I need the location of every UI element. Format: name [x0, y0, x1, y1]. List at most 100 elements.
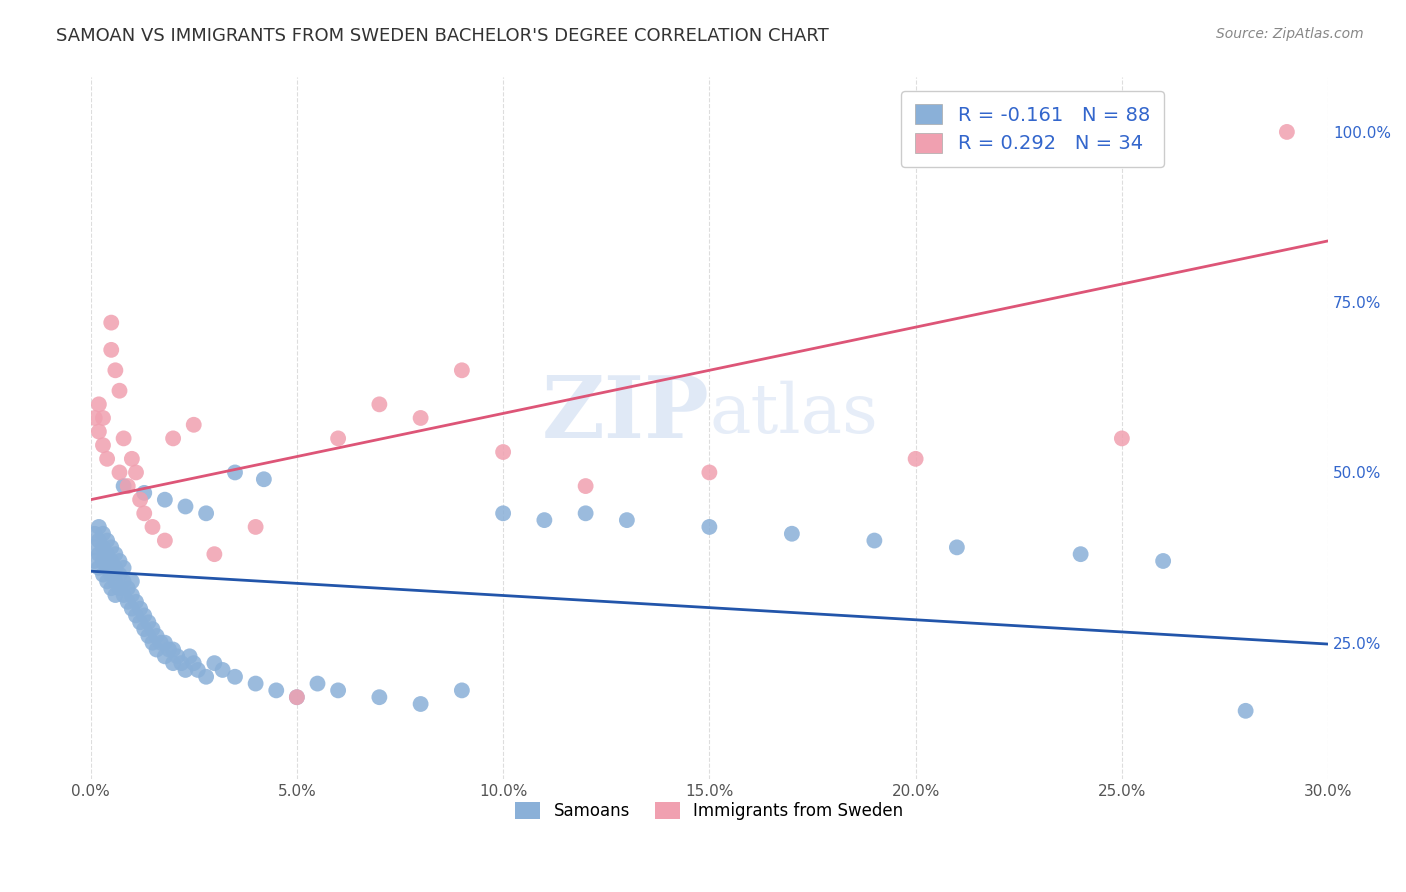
Point: [451, 683, 474, 698]
Point: [1275, 125, 1298, 139]
Point: [108, 581, 131, 595]
Point: [104, 561, 127, 575]
Point: [153, 533, 176, 548]
Point: [195, 506, 218, 520]
Point: [174, 500, 197, 514]
Point: [1234, 704, 1257, 718]
Point: [616, 513, 638, 527]
Point: [117, 595, 139, 609]
Point: [91, 526, 114, 541]
Point: [96, 533, 118, 548]
Point: [108, 554, 131, 568]
Point: [253, 472, 276, 486]
Point: [87, 520, 110, 534]
Legend: Samoans, Immigrants from Sweden: Samoans, Immigrants from Sweden: [502, 789, 917, 834]
Point: [575, 506, 598, 520]
Point: [138, 615, 160, 630]
Point: [780, 526, 803, 541]
Point: [138, 629, 160, 643]
Point: [285, 690, 308, 705]
Point: [125, 466, 148, 480]
Point: [699, 520, 721, 534]
Point: [104, 588, 127, 602]
Point: [145, 629, 167, 643]
Point: [83, 411, 105, 425]
Point: [492, 445, 515, 459]
Point: [409, 411, 432, 425]
Point: [187, 663, 209, 677]
Point: [699, 466, 721, 480]
Point: [117, 479, 139, 493]
Point: [129, 615, 152, 630]
Point: [1152, 554, 1174, 568]
Point: [162, 642, 184, 657]
Point: [153, 649, 176, 664]
Point: [1070, 547, 1092, 561]
Point: [575, 479, 598, 493]
Point: [100, 343, 122, 357]
Point: [91, 567, 114, 582]
Point: [104, 547, 127, 561]
Point: [307, 676, 329, 690]
Point: [202, 656, 225, 670]
Point: [326, 431, 349, 445]
Point: [1111, 431, 1133, 445]
Point: [134, 486, 156, 500]
Point: [409, 697, 432, 711]
Point: [157, 642, 180, 657]
Point: [83, 554, 105, 568]
Point: [100, 567, 122, 582]
Point: [129, 492, 152, 507]
Point: [224, 670, 246, 684]
Point: [91, 411, 114, 425]
Point: [83, 541, 105, 555]
Point: [108, 567, 131, 582]
Point: [100, 581, 122, 595]
Point: [183, 417, 205, 432]
Point: [451, 363, 474, 377]
Point: [91, 541, 114, 555]
Point: [100, 316, 122, 330]
Point: [863, 533, 886, 548]
Point: [162, 431, 184, 445]
Point: [162, 656, 184, 670]
Point: [87, 547, 110, 561]
Point: [183, 656, 205, 670]
Point: [121, 451, 143, 466]
Point: [195, 670, 218, 684]
Point: [153, 636, 176, 650]
Point: [533, 513, 555, 527]
Point: [108, 384, 131, 398]
Point: [145, 642, 167, 657]
Point: [264, 683, 287, 698]
Point: [134, 506, 156, 520]
Point: [96, 574, 118, 589]
Point: [87, 397, 110, 411]
Point: [100, 541, 122, 555]
Point: [492, 506, 515, 520]
Point: [125, 608, 148, 623]
Point: [117, 581, 139, 595]
Point: [87, 561, 110, 575]
Point: [202, 547, 225, 561]
Point: [368, 397, 391, 411]
Point: [87, 533, 110, 548]
Text: atlas: atlas: [710, 381, 879, 447]
Point: [83, 526, 105, 541]
Point: [166, 649, 188, 664]
Point: [245, 676, 267, 690]
Point: [174, 663, 197, 677]
Point: [904, 451, 927, 466]
Point: [129, 601, 152, 615]
Point: [112, 574, 135, 589]
Point: [179, 649, 201, 664]
Point: [112, 561, 135, 575]
Point: [108, 466, 131, 480]
Point: [112, 588, 135, 602]
Point: [224, 466, 246, 480]
Point: [326, 683, 349, 698]
Text: Source: ZipAtlas.com: Source: ZipAtlas.com: [1216, 27, 1364, 41]
Point: [245, 520, 267, 534]
Point: [134, 622, 156, 636]
Point: [141, 622, 163, 636]
